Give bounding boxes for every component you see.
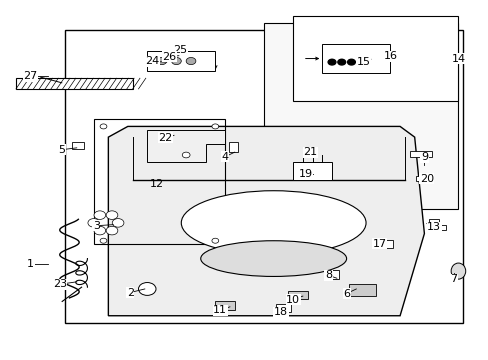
Circle shape [186, 58, 196, 64]
Bar [287, 291, 307, 298]
Text: 2: 2 [126, 288, 134, 297]
Circle shape [94, 226, 105, 235]
Bar [292, 16, 458, 102]
Text: 12: 12 [150, 179, 163, 189]
Bar [72, 142, 84, 149]
Text: 5: 5 [59, 145, 65, 155]
Text: 24: 24 [145, 57, 159, 66]
Circle shape [327, 59, 335, 65]
Bar [215, 301, 234, 310]
Circle shape [163, 134, 170, 140]
PathPatch shape [108, 126, 424, 316]
Circle shape [100, 238, 107, 243]
Circle shape [100, 124, 107, 129]
Circle shape [138, 283, 156, 296]
Text: 7: 7 [449, 274, 456, 284]
Bar [16, 78, 132, 89]
Bar [322, 44, 389, 73]
Ellipse shape [201, 241, 346, 276]
Circle shape [106, 211, 118, 219]
Circle shape [171, 58, 181, 64]
Text: 9: 9 [420, 153, 427, 162]
Circle shape [112, 219, 123, 227]
Text: 10: 10 [285, 295, 300, 305]
Circle shape [88, 219, 100, 227]
Bar [147, 51, 215, 71]
Text: 19: 19 [298, 168, 312, 179]
Text: 6: 6 [343, 289, 349, 298]
Bar [415, 176, 429, 181]
Text: 18: 18 [273, 307, 287, 317]
Text: 1: 1 [27, 259, 34, 269]
Text: 14: 14 [450, 54, 465, 64]
Text: 4: 4 [221, 152, 228, 162]
Circle shape [357, 59, 365, 65]
Text: 3: 3 [93, 221, 100, 231]
Text: 17: 17 [372, 239, 386, 249]
Text: 25: 25 [173, 45, 187, 55]
Text: 20: 20 [419, 174, 433, 184]
Bar [379, 240, 392, 248]
Bar [228, 142, 237, 152]
Circle shape [211, 124, 218, 129]
Text: 26: 26 [162, 52, 176, 62]
Ellipse shape [450, 263, 465, 279]
Circle shape [157, 58, 166, 64]
Text: 13: 13 [426, 222, 440, 232]
Circle shape [106, 226, 118, 235]
Bar [348, 284, 375, 296]
Polygon shape [147, 130, 224, 162]
Circle shape [94, 211, 105, 219]
Text: 23: 23 [53, 279, 67, 289]
Bar [292, 162, 331, 180]
Bar [64, 30, 462, 323]
Bar [409, 152, 431, 157]
Text: 27: 27 [23, 71, 38, 81]
Bar [302, 147, 314, 156]
FancyArrowPatch shape [305, 57, 318, 60]
Circle shape [337, 59, 345, 65]
Text: 11: 11 [213, 305, 227, 315]
Text: 15: 15 [356, 57, 370, 67]
Circle shape [211, 238, 218, 243]
Bar [276, 304, 290, 312]
Bar [328, 270, 339, 279]
Text: 22: 22 [158, 133, 172, 143]
Text: 21: 21 [303, 147, 317, 157]
Ellipse shape [181, 191, 366, 255]
Polygon shape [428, 219, 446, 230]
Circle shape [347, 59, 355, 65]
Circle shape [182, 152, 190, 158]
Bar [264, 23, 458, 208]
Text: 8: 8 [325, 270, 331, 280]
Text: 16: 16 [383, 51, 397, 62]
